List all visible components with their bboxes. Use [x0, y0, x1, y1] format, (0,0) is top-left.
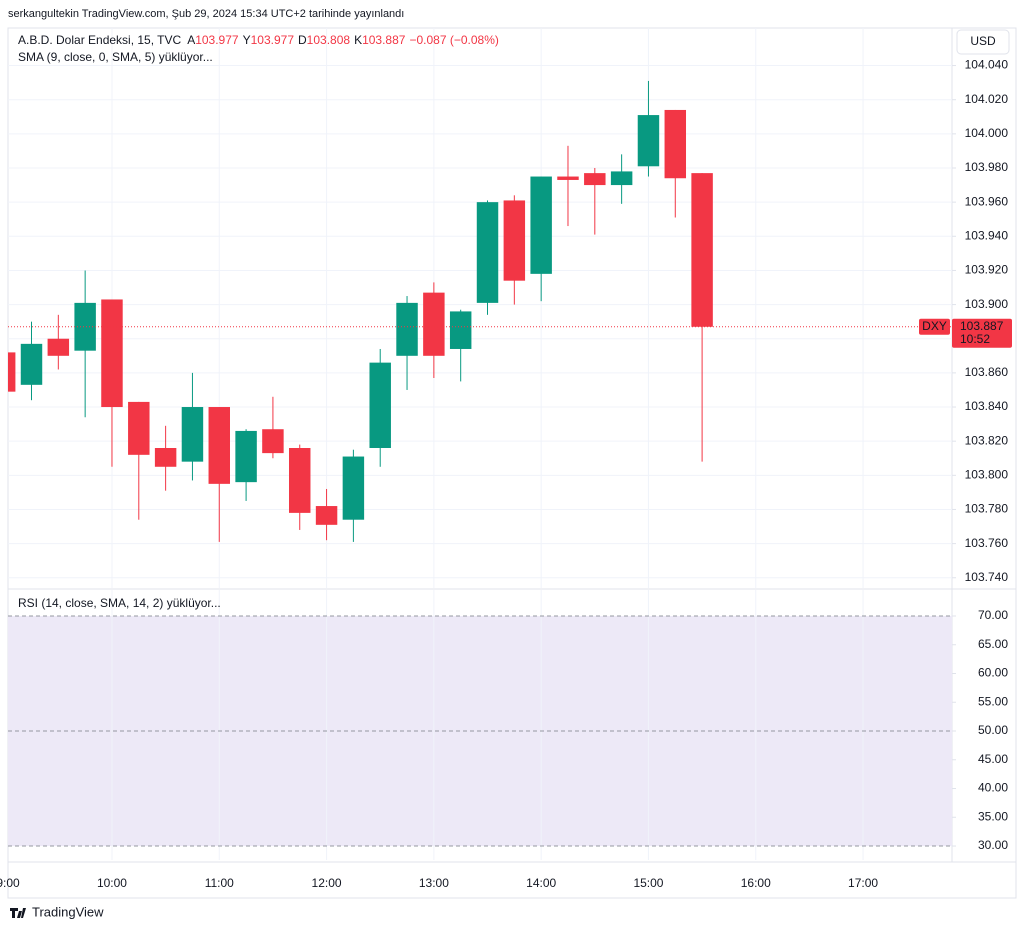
symbol-tag: [919, 318, 950, 335]
candle-body: [530, 176, 552, 274]
candle-body: [584, 173, 606, 186]
candle-body: [315, 506, 338, 525]
candle-body: [181, 407, 204, 462]
candle-body: [289, 448, 311, 513]
y-tick-label: 103.780: [965, 502, 1009, 516]
close-value: 103.887: [362, 33, 406, 47]
candle-body: [664, 109, 687, 179]
candle-body: [396, 302, 418, 356]
x-tick-label: 16:00: [741, 876, 771, 890]
candle-body: [154, 448, 177, 467]
y-tick-label: 103.900: [965, 297, 1009, 311]
price-pane: [8, 28, 952, 588]
open-value: 103.977: [195, 33, 239, 47]
x-tick-label: 11:00: [205, 876, 234, 890]
x-tick-label: 09:00: [0, 876, 20, 890]
y-tick-label: 103.840: [965, 399, 1009, 413]
low-label: D: [298, 33, 307, 47]
y-tick-label: 50.00: [978, 723, 1008, 737]
legend: A.B.D. Dolar Endeksi, 15, TVC A103.977 Y10…: [18, 33, 499, 47]
x-tick-label: 15:00: [633, 876, 663, 890]
candle-body: [369, 362, 391, 448]
y-tick-label: 30.00: [978, 838, 1008, 852]
low-value: 103.808: [307, 33, 351, 47]
price-tag-label: 103.887: [960, 319, 1004, 333]
rsi-title: RSI (14, close, SMA, 14, 2) yüklüyor...: [18, 596, 221, 610]
currency[interactable]: USD: [970, 34, 996, 48]
attribution: serkangultekin TradingView.com, Şub 29, …: [8, 8, 404, 20]
candle-body: [8, 352, 16, 392]
y-tick-label: 103.980: [965, 160, 1009, 174]
currency-button[interactable]: [956, 29, 1010, 55]
candle-body: [503, 200, 526, 281]
y-tick-label: 103.820: [965, 433, 1009, 447]
y-tick-label: 104.000: [965, 126, 1009, 140]
y-tick-label: 65.00: [978, 637, 1008, 651]
axes: 104.040 104.020 104.000 103.980 103.960 103.9…: [0, 58, 1012, 890]
y-tick-label: 60.00: [978, 666, 1008, 680]
candle-body: [20, 343, 43, 385]
candle-body: [557, 176, 579, 180]
x-tick-label: 13:00: [419, 876, 449, 890]
y-tick-label: 40.00: [978, 781, 1008, 795]
candle-body: [101, 299, 123, 408]
candle-body: [208, 407, 230, 484]
candle-body: [476, 202, 499, 303]
candle-body: [610, 171, 633, 186]
candle-body: [47, 338, 70, 356]
x-tick-label: 10:00: [97, 876, 127, 890]
y-tick-label: 70.00: [978, 608, 1008, 622]
candle-body: [262, 429, 284, 454]
y-tick-label: 103.800: [965, 467, 1009, 481]
price-tag: [952, 318, 1012, 348]
y-tick-label: 104.020: [965, 92, 1009, 106]
x-tick-label: 12:00: [312, 876, 342, 890]
x-tick-label: 14:00: [526, 876, 556, 890]
y-tick-label: 103.960: [965, 194, 1009, 208]
y-tick-label: 103.740: [965, 570, 1009, 584]
y-tick-label: 45.00: [978, 752, 1008, 766]
candle-body: [235, 430, 257, 483]
candle-body: [637, 115, 660, 167]
frame: [7, 27, 1017, 899]
symbol-title: A.B.D. Dolar Endeksi, 15, TVC: [18, 33, 182, 47]
candle-body: [691, 173, 713, 327]
candle-body: [74, 302, 96, 351]
x-tick-label: 17:00: [848, 876, 878, 890]
candle-body: [423, 292, 445, 356]
high-value: 103.977: [251, 33, 295, 47]
symbol-label: DXY: [922, 319, 947, 333]
y-tick-label: 103.760: [965, 536, 1009, 550]
close-label: K: [354, 33, 362, 47]
brand: TradingView: [32, 904, 104, 919]
change: −0.087 (−0.08%): [409, 33, 498, 47]
candle-body: [449, 311, 472, 349]
high-label: Y: [243, 33, 251, 47]
countdown: 10:52: [960, 332, 990, 346]
y-tick-label: 104.040: [965, 58, 1009, 72]
y-tick-label: 103.940: [965, 228, 1009, 242]
y-tick-label: 55.00: [978, 694, 1008, 708]
rsi-pane: [8, 590, 952, 860]
candle-body: [342, 456, 365, 520]
indicator-label: SMA (9, close, 0, SMA, 5) yüklüyor...: [18, 50, 213, 64]
y-tick-label: 103.860: [965, 365, 1009, 379]
brand-logo: [10, 908, 26, 918]
candle-body: [128, 401, 150, 455]
y-tick-label: 103.920: [965, 263, 1009, 277]
y-tick-label: 35.00: [978, 809, 1008, 823]
open-label: A: [187, 33, 195, 47]
